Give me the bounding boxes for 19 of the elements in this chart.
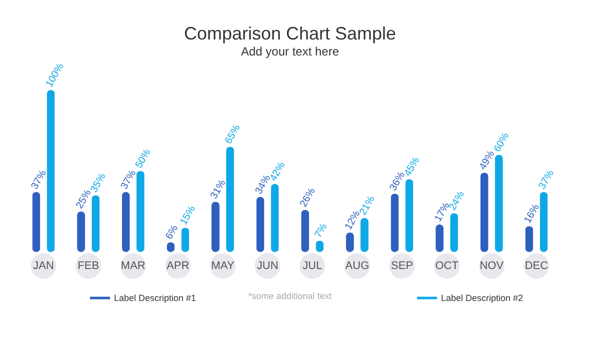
data-label: 6% [164, 223, 181, 242]
x-tick-label: AUG [345, 260, 370, 272]
x-tick-label: APR [166, 260, 190, 272]
x-tick-label: MAR [120, 260, 146, 272]
x-tick-label: DEC [524, 260, 548, 272]
legend-label: Label Description #2 [441, 293, 524, 303]
legend-label: Label Description #1 [114, 293, 196, 303]
x-tick-label: JAN [33, 260, 54, 272]
x-tick-label: NOV [480, 260, 504, 272]
x-tick-label: JUL [302, 260, 322, 272]
x-tick-label: MAY [211, 260, 235, 272]
x-tick-label: FEB [78, 260, 100, 272]
x-tick-label: OCT [435, 260, 459, 272]
chart-subtitle: Add your text here [240, 44, 340, 59]
data-label: 7% [312, 222, 330, 240]
chart-title: Comparison Chart Sample [184, 24, 396, 44]
x-tick-label: JUN [256, 260, 278, 272]
x-tick-label: SEP [391, 260, 414, 272]
text: *some additional text [248, 291, 332, 301]
